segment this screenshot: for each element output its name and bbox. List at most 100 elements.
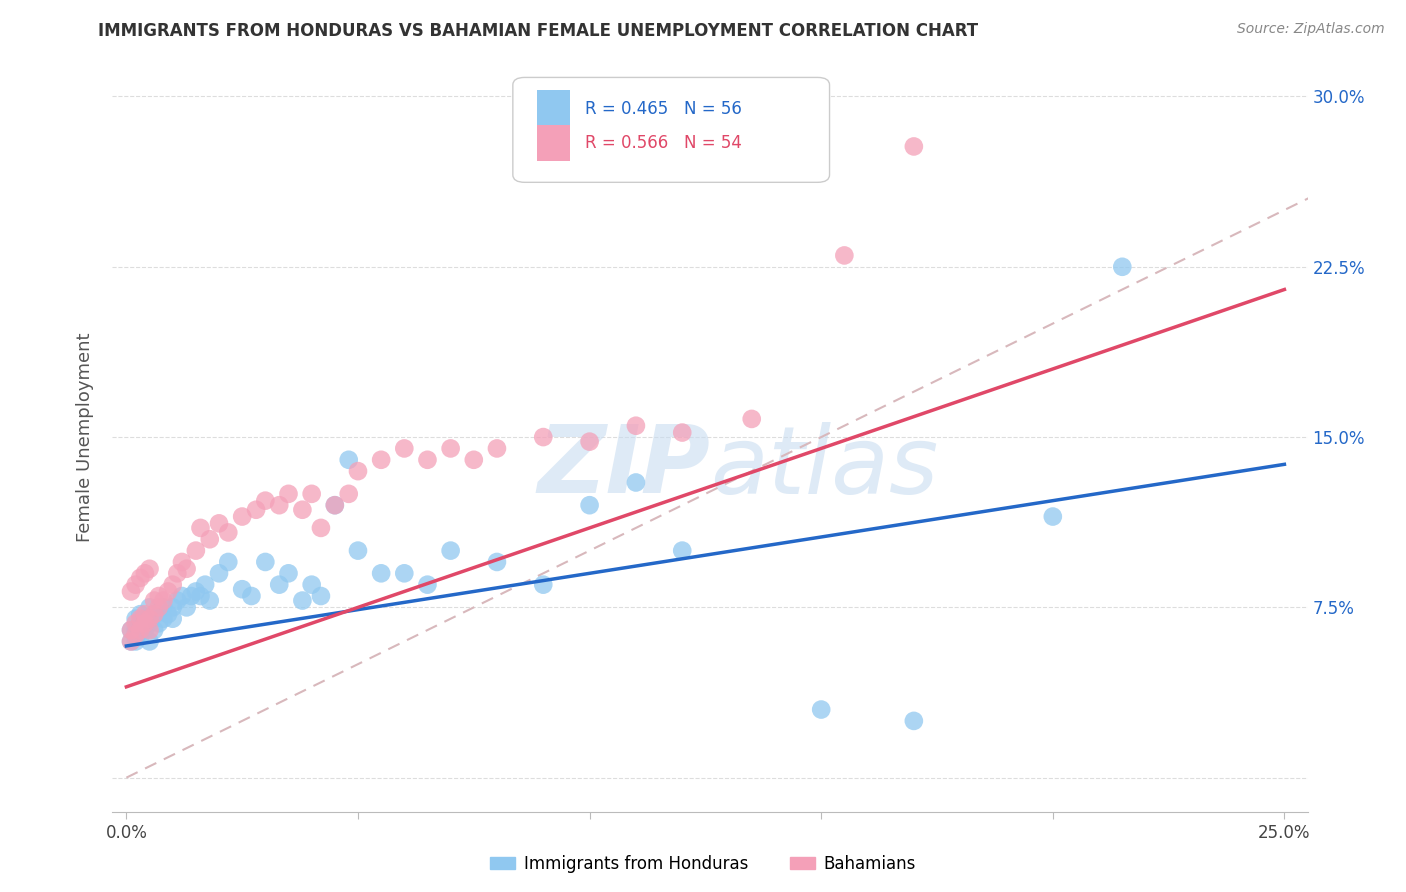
Point [190,521,212,535]
Point [120,634,142,648]
Text: IMMIGRANTS FROM HONDURAS VS BAHAMIAN FEMALE UNEMPLOYMENT CORRELATION CHART: IMMIGRANTS FROM HONDURAS VS BAHAMIAN FEM… [98,22,979,40]
Point [416,452,439,467]
Point [440,442,463,456]
Point [309,589,332,603]
Point [134,623,156,637]
Point [301,487,323,501]
Point [231,509,253,524]
Point [301,577,323,591]
Point [194,577,217,591]
Point [120,584,142,599]
Point [138,562,160,576]
Point [245,502,267,516]
Point [578,434,600,449]
Point [309,521,332,535]
Point [240,589,263,603]
Point [741,412,763,426]
Point [337,487,360,501]
Point [217,555,239,569]
Point [180,589,202,603]
FancyBboxPatch shape [513,78,830,182]
Text: R = 0.465   N = 56: R = 0.465 N = 56 [585,100,741,118]
Point [370,452,392,467]
Point [124,616,146,631]
Point [120,623,142,637]
Point [120,623,142,637]
Point [269,577,291,591]
Point [138,634,160,648]
Point [624,475,647,490]
Point [903,139,925,153]
Point [170,555,193,569]
Point [184,543,207,558]
Point [157,607,180,622]
Point [162,577,184,591]
Point [671,543,693,558]
Point [148,589,170,603]
Point [198,593,221,607]
Point [190,589,212,603]
Point [129,616,152,631]
Point [166,593,188,607]
Point [129,623,152,637]
Point [124,623,146,637]
Point [578,498,600,512]
Point [291,593,314,607]
Point [277,566,299,581]
Point [152,600,174,615]
Point [184,584,207,599]
Point [903,714,925,728]
Point [347,464,370,478]
Point [162,600,184,615]
Point [162,612,184,626]
Point [138,623,160,637]
Point [143,593,166,607]
Point [170,589,193,603]
Point [138,612,160,626]
Point [166,566,188,581]
Point [143,623,166,637]
Point [323,498,346,512]
Point [463,452,485,467]
Text: Source: ZipAtlas.com: Source: ZipAtlas.com [1237,22,1385,37]
Point [148,600,170,615]
Point [124,627,146,641]
Point [291,502,314,516]
Point [394,566,416,581]
Text: atlas: atlas [710,422,938,513]
Point [485,555,508,569]
Point [531,430,554,444]
Point [120,634,142,648]
Point [124,577,146,591]
Point [810,702,832,716]
Point [134,607,156,622]
Point [1111,260,1133,274]
Point [323,498,346,512]
Point [208,516,231,531]
Point [198,533,221,547]
Point [134,616,156,631]
Point [143,607,166,622]
Point [129,612,152,626]
Y-axis label: Female Unemployment: Female Unemployment [76,333,94,541]
Point [347,543,370,558]
Point [624,418,647,433]
Point [834,248,856,262]
FancyBboxPatch shape [537,126,571,161]
Point [129,630,152,644]
Point [148,605,170,619]
Point [148,616,170,631]
Point [134,566,156,581]
Legend: Immigrants from Honduras, Bahamians: Immigrants from Honduras, Bahamians [484,848,922,880]
Point [152,593,174,607]
Point [1042,509,1064,524]
Point [416,577,439,591]
Point [254,555,277,569]
Point [337,452,360,467]
Point [176,600,198,615]
Point [370,566,392,581]
FancyBboxPatch shape [537,90,571,126]
Point [129,607,152,622]
Point [152,612,174,626]
Point [531,577,554,591]
